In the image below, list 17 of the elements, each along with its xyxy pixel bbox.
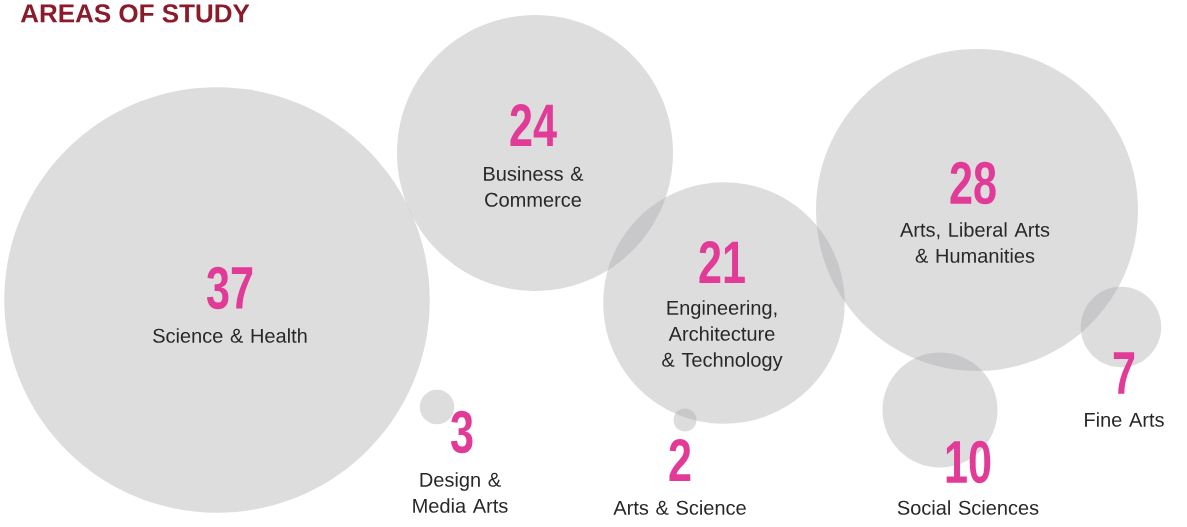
text: AREAS OF STUDY bbox=[20, 4, 250, 23]
category-label: Social Sciences bbox=[897, 500, 1039, 515]
data-label: 10 bbox=[946, 440, 991, 484]
data-label: 28 bbox=[950, 161, 996, 205]
category-label: Business & Commerce bbox=[484, 166, 584, 207]
category-label: Design & Media Arts bbox=[413, 472, 508, 513]
category-label: Science & Health bbox=[153, 328, 307, 343]
category-label: Engineering, Architecture & Technology bbox=[662, 300, 783, 371]
category-label: Arts & Science bbox=[613, 500, 746, 515]
data-label: 21 bbox=[699, 241, 745, 283]
category-label: Arts, Liberal Arts & Humanities bbox=[900, 222, 1050, 263]
data-label: 24 bbox=[510, 104, 557, 146]
data-label: 37 bbox=[206, 266, 253, 310]
category-label: Fine Arts bbox=[1085, 412, 1164, 427]
data-label: 3 bbox=[450, 410, 473, 454]
data-label: 7 bbox=[1113, 352, 1135, 394]
data-label: 2 bbox=[669, 439, 691, 481]
